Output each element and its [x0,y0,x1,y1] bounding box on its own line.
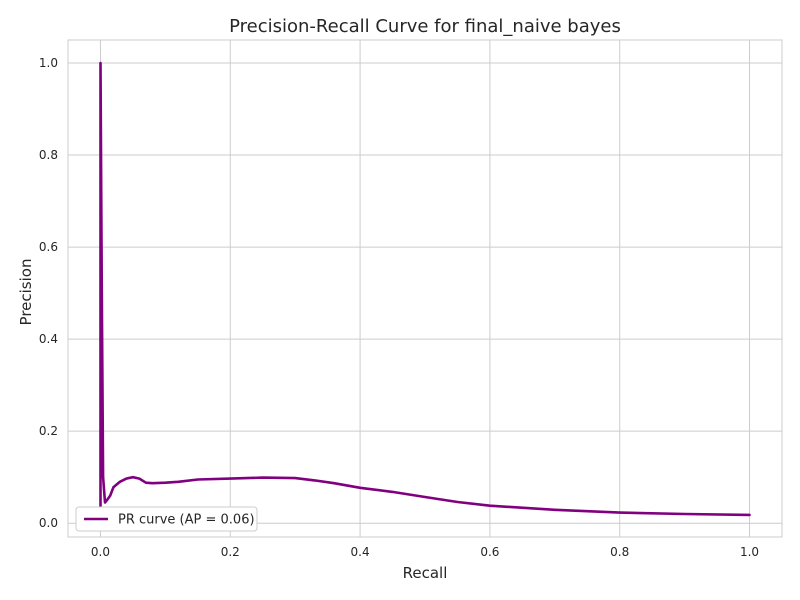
legend: PR curve (AP = 0.06) [75,506,258,532]
x-axis-label: Recall [403,564,448,582]
series-layer [99,61,751,525]
legend-box [75,506,258,532]
y-tick-label: 0.0 [39,516,58,530]
chart-title: Precision-Recall Curve for final_naive b… [229,16,621,37]
y-tick-label: 0.2 [39,424,58,438]
y-tick-label: 0.4 [39,332,58,346]
x-tick-label: 0.2 [221,545,240,559]
x-tick-label: 0.8 [610,545,629,559]
pr-curve-line [99,61,751,525]
legend-label: PR curve (AP = 0.06) [118,513,255,528]
tick-layer: 0.0 0.2 0.4 0.6 0.8 1.0 0.0 0.2 0.4 0.6 0.8 1.0 [39,56,759,559]
x-tick-label: 0.0 [91,545,110,559]
x-tick-label: 1.0 [740,545,759,559]
x-tick-label: 0.4 [351,545,370,559]
x-tick-label: 0.6 [480,545,499,559]
y-axis-label: Precision [17,259,35,326]
grid-layer [68,40,782,537]
y-tick-label: 1.0 [39,56,58,70]
y-tick-label: 0.8 [39,148,58,162]
plot-area [67,39,783,538]
y-tick-label: 0.6 [39,240,58,254]
